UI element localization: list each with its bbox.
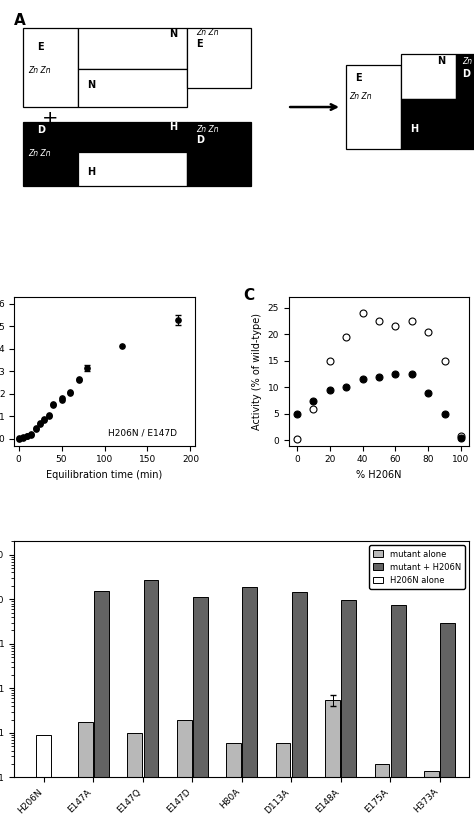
Text: C: C <box>244 288 255 303</box>
Text: D: D <box>463 69 470 79</box>
Text: D: D <box>37 125 45 135</box>
Text: +: + <box>42 109 59 128</box>
Bar <box>78 28 187 69</box>
Bar <box>292 592 307 836</box>
Text: N: N <box>438 55 446 65</box>
Bar <box>94 591 109 836</box>
Text: Zn Zn: Zn Zn <box>28 66 51 75</box>
Bar <box>78 69 187 107</box>
Bar <box>456 54 474 149</box>
Bar <box>243 588 257 836</box>
Text: Zn Zn: Zn Zn <box>196 28 219 38</box>
Bar <box>177 721 191 836</box>
Text: D: D <box>196 135 204 145</box>
Bar <box>401 54 456 99</box>
Bar <box>391 604 406 836</box>
Text: Zn Zn: Zn Zn <box>463 57 474 65</box>
Bar <box>440 623 455 836</box>
Bar <box>78 122 187 152</box>
Bar <box>23 122 78 186</box>
Bar <box>226 743 241 836</box>
Bar <box>325 700 340 836</box>
Bar <box>374 764 389 836</box>
Bar <box>78 152 187 186</box>
Text: A: A <box>14 13 26 28</box>
Text: E: E <box>196 38 203 48</box>
Bar <box>23 28 78 107</box>
Bar <box>341 600 356 836</box>
Bar <box>36 735 51 836</box>
Bar <box>187 28 251 88</box>
Text: E: E <box>37 43 44 53</box>
Bar <box>193 598 208 836</box>
Legend: mutant alone, mutant + H206N, H206N alone: mutant alone, mutant + H206N, H206N alon… <box>369 545 465 589</box>
Text: Zn Zn: Zn Zn <box>28 149 51 158</box>
Bar <box>187 122 251 186</box>
Bar <box>401 99 456 149</box>
Y-axis label: Activity (% of wild-type): Activity (% of wild-type) <box>252 313 262 430</box>
Bar <box>275 743 291 836</box>
Bar <box>424 771 439 836</box>
Bar <box>78 721 92 836</box>
Bar <box>346 65 401 149</box>
X-axis label: % H206N: % H206N <box>356 470 402 480</box>
Bar <box>144 580 158 836</box>
Text: N: N <box>87 80 95 90</box>
Text: H: H <box>87 167 95 177</box>
Text: Zn Zn: Zn Zn <box>196 125 219 134</box>
Text: Zn Zn: Zn Zn <box>349 93 371 101</box>
Text: H: H <box>410 124 418 134</box>
Text: N: N <box>169 29 177 39</box>
Bar <box>127 733 142 836</box>
Text: H206N / E147D: H206N / E147D <box>108 428 177 437</box>
Text: H: H <box>169 122 177 132</box>
Text: E: E <box>356 73 362 83</box>
X-axis label: Equilibration time (min): Equilibration time (min) <box>46 470 163 480</box>
